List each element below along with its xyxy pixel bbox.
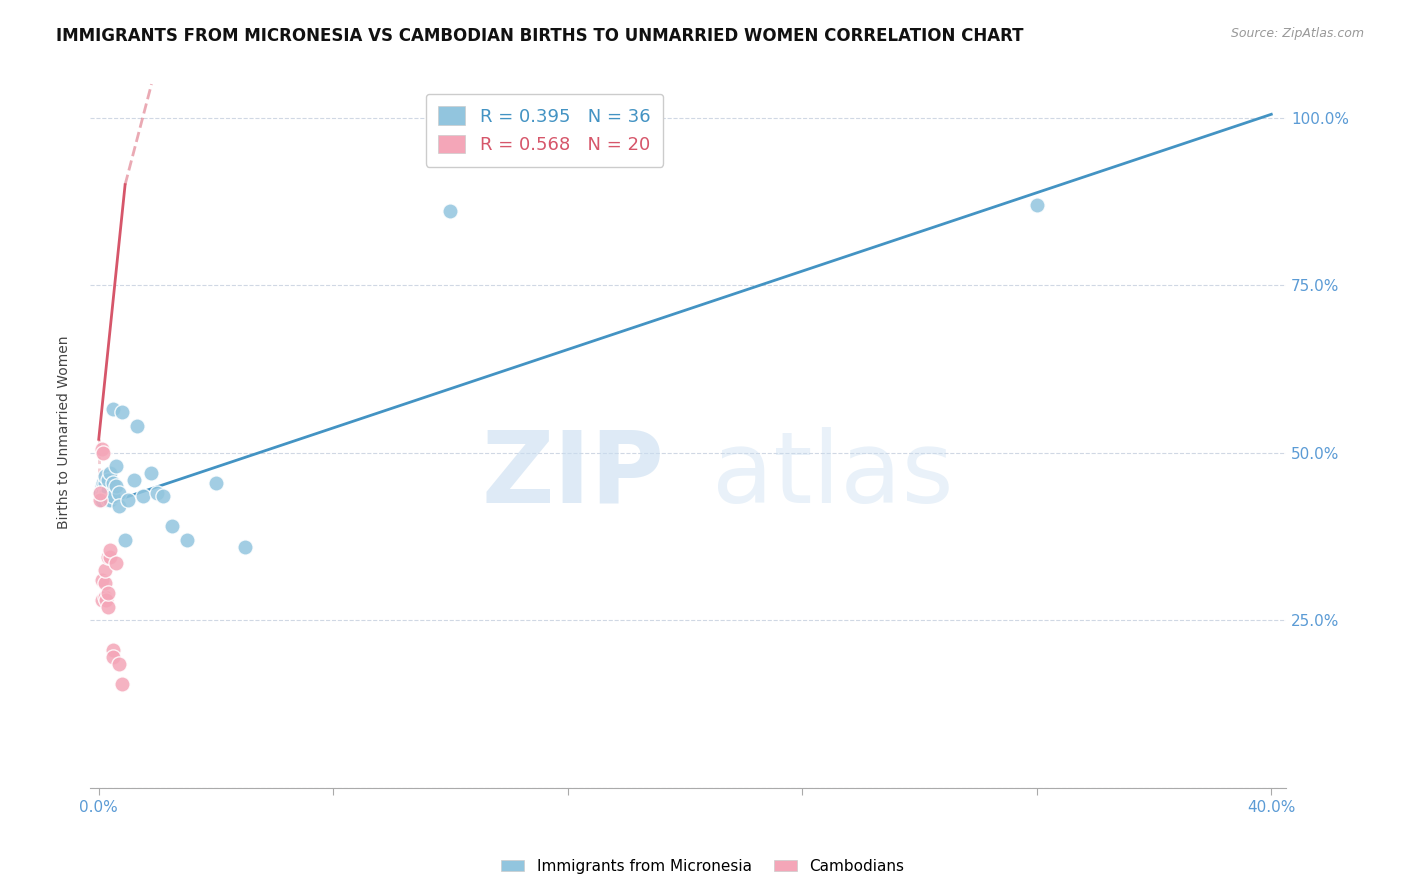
Point — [108, 657, 131, 671]
Point — [105, 556, 128, 570]
Point — [103, 650, 125, 665]
Point — [94, 486, 117, 500]
Point — [96, 483, 118, 497]
Point — [100, 549, 122, 564]
Point — [105, 459, 128, 474]
Point — [93, 469, 115, 483]
Point — [103, 475, 125, 490]
Point — [91, 446, 114, 460]
Point — [90, 573, 112, 587]
Legend: Immigrants from Micronesia, Cambodians: Immigrants from Micronesia, Cambodians — [495, 853, 911, 880]
Point — [90, 442, 112, 457]
Point — [96, 599, 118, 614]
Point — [89, 486, 111, 500]
Point — [93, 576, 115, 591]
Point — [122, 473, 145, 487]
Text: Source: ZipAtlas.com: Source: ZipAtlas.com — [1230, 27, 1364, 40]
Point — [146, 486, 169, 500]
Point — [114, 533, 136, 547]
Point — [152, 489, 174, 503]
Point — [233, 540, 256, 554]
Text: ZIP: ZIP — [481, 426, 664, 524]
Point — [100, 466, 122, 480]
Point — [160, 519, 183, 533]
Point — [111, 677, 134, 691]
Point — [100, 542, 122, 557]
Point — [96, 473, 118, 487]
Point — [103, 489, 125, 503]
Point — [90, 492, 112, 507]
Point — [90, 479, 112, 493]
Point — [439, 204, 461, 219]
Point — [103, 402, 125, 417]
Point — [96, 586, 118, 600]
Point — [125, 418, 148, 433]
Point — [96, 549, 118, 564]
Point — [93, 590, 115, 604]
Legend: R = 0.395   N = 36, R = 0.568   N = 20: R = 0.395 N = 36, R = 0.568 N = 20 — [426, 94, 664, 167]
Point — [94, 593, 117, 607]
Point — [91, 486, 114, 500]
Point — [131, 489, 153, 503]
Point — [90, 593, 112, 607]
Point — [141, 466, 163, 480]
Point — [117, 492, 139, 507]
Point — [108, 500, 131, 514]
Point — [93, 563, 115, 577]
Point — [105, 479, 128, 493]
Point — [96, 492, 118, 507]
Point — [205, 475, 228, 490]
Point — [100, 492, 122, 507]
Point — [93, 486, 115, 500]
Point — [91, 475, 114, 490]
Point — [93, 475, 115, 490]
Point — [108, 486, 131, 500]
Point — [103, 643, 125, 657]
Point — [176, 533, 198, 547]
Y-axis label: Births to Unmarried Women: Births to Unmarried Women — [58, 336, 72, 529]
Text: IMMIGRANTS FROM MICRONESIA VS CAMBODIAN BIRTHS TO UNMARRIED WOMEN CORRELATION CH: IMMIGRANTS FROM MICRONESIA VS CAMBODIAN … — [56, 27, 1024, 45]
Text: atlas: atlas — [711, 426, 953, 524]
Point — [1025, 198, 1047, 212]
Point — [89, 486, 111, 500]
Point — [111, 405, 134, 419]
Point — [89, 492, 111, 507]
